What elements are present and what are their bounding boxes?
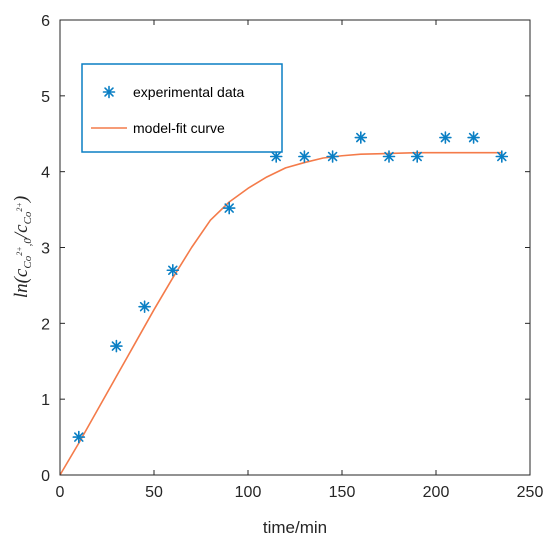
data-point-marker <box>439 131 452 144</box>
y-label-sup1: 2+ <box>15 246 24 255</box>
x-tick-label: 250 <box>517 484 544 501</box>
data-point-marker <box>382 150 396 163</box>
y-label-slash: /c <box>11 224 32 239</box>
legend-label-experimental: experimental data <box>133 84 245 100</box>
fit-curve-layer <box>59 151 502 476</box>
marker-layer <box>72 131 509 444</box>
y-tick-label: 2 <box>41 316 50 333</box>
fit-curve-line <box>59 151 502 476</box>
data-point-marker <box>495 150 509 163</box>
x-tick-label: 0 <box>56 484 65 501</box>
legend-asterisk-icon <box>102 85 116 99</box>
y-tick-label: 1 <box>41 392 50 409</box>
y-tick-label: 6 <box>41 13 50 30</box>
legend-asterisk <box>102 85 116 99</box>
y-tick-label: 4 <box>41 165 50 182</box>
data-point-marker <box>298 150 311 163</box>
data-point-marker <box>138 300 151 313</box>
data-point-marker <box>110 339 123 353</box>
data-point-marker <box>269 150 283 163</box>
y-label-sub2: Co <box>22 211 34 224</box>
plot-frame <box>59 19 531 476</box>
y-axis-label: ln(cCo2+,0/cCo2+) <box>11 196 34 298</box>
data-point-marker <box>326 150 339 163</box>
data-point-marker <box>354 131 368 144</box>
x-tick-label: 200 <box>423 484 450 501</box>
x-tick-label: 150 <box>329 484 356 501</box>
legend-box <box>81 63 283 153</box>
legend: experimental data model-fit curve <box>81 63 283 153</box>
x-tick-label: 100 <box>235 484 262 501</box>
x-axis-label: time/min <box>263 518 327 537</box>
y-label-suffix: ) <box>11 196 32 203</box>
y-tick-label: 5 <box>41 89 50 106</box>
data-point-marker <box>222 201 236 215</box>
ticks-layer: 0 50 100 150 200 250 0 1 2 3 4 5 6 <box>41 13 543 501</box>
data-point-marker <box>467 131 480 144</box>
x-tick-label: 50 <box>145 484 163 501</box>
y-label-sub1: Co <box>22 255 34 268</box>
y-tick-label: 3 <box>41 241 50 258</box>
data-point-marker <box>166 263 180 277</box>
y-label-sub1b: ,0 <box>22 238 34 247</box>
y-tick-label: 0 <box>41 468 50 485</box>
y-label-sup2: 2+ <box>15 202 24 211</box>
y-label-prefix: ln(c <box>11 268 32 298</box>
legend-label-fit: model-fit curve <box>133 120 225 136</box>
data-point-marker <box>72 430 86 444</box>
data-point-marker <box>410 150 424 163</box>
